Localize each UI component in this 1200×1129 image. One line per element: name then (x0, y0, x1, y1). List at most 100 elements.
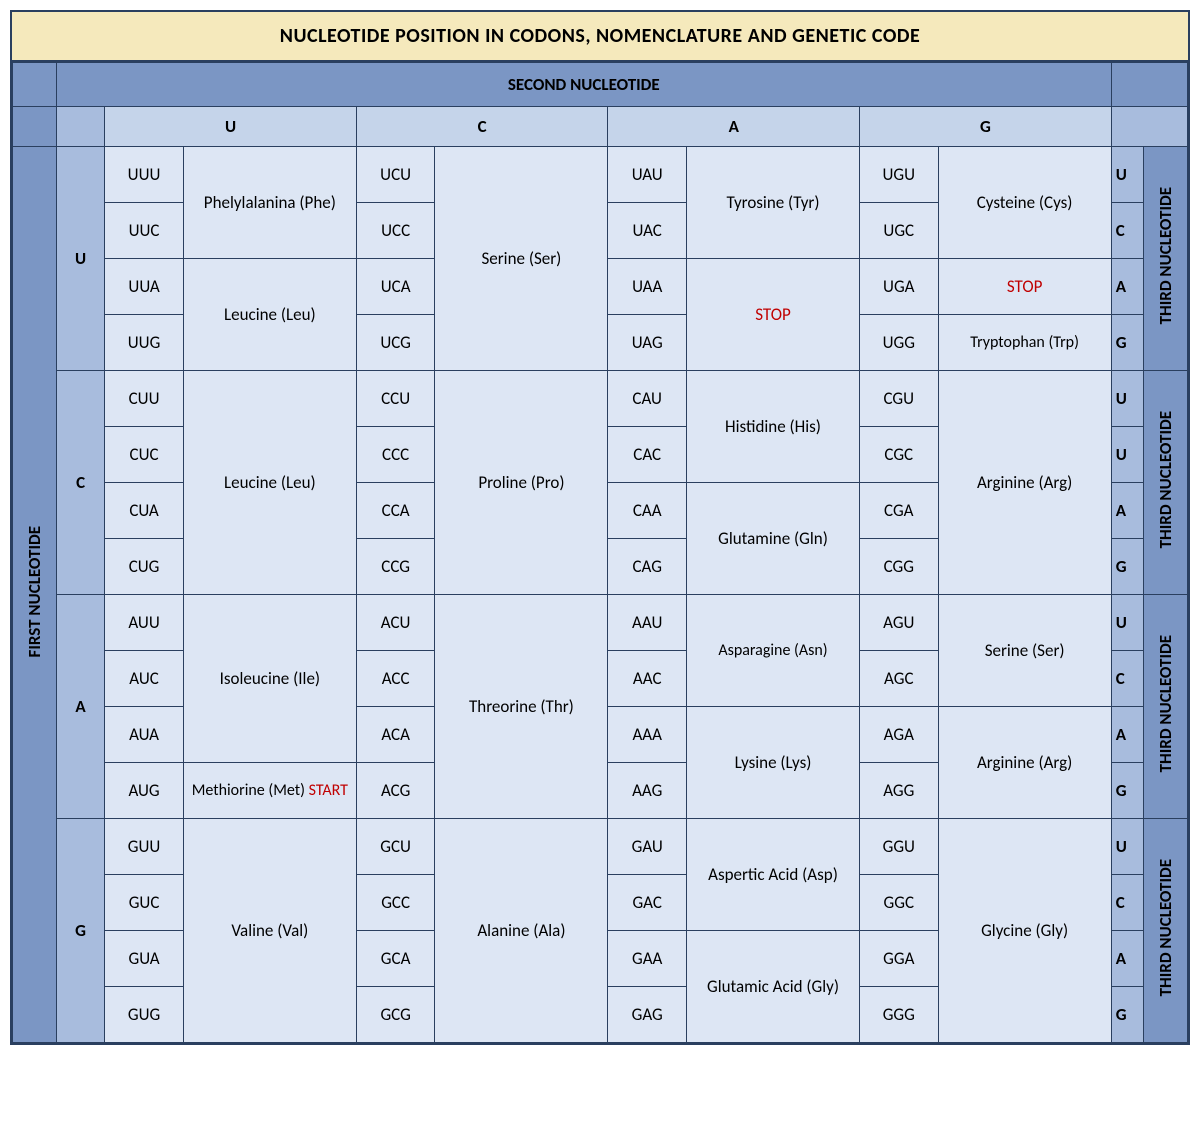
codon-GAU: GAU (608, 819, 686, 875)
codon-CCA: CCA (356, 483, 434, 539)
row-G-U: G GUU Valine (Val) GCU Alanine (Ala) GAU… (13, 819, 1188, 875)
codon-UGA: UGA (860, 259, 938, 315)
codon-GGU: GGU (860, 819, 938, 875)
codon-CUU: CUU (105, 371, 183, 427)
third-G-1: G (1111, 315, 1143, 371)
third-G-4: G (1111, 987, 1143, 1043)
third-U-1: U (1111, 147, 1143, 203)
codon-AUC: AUC (105, 651, 183, 707)
aa-Val: Valine (Val) (183, 819, 356, 1043)
aa-Lys: Lysine (Lys) (686, 707, 859, 819)
codon-AAA: AAA (608, 707, 686, 763)
third-A-4: A (1111, 931, 1143, 987)
third-nucleotide-1: THIRD NUCLEOTIDE (1144, 147, 1188, 371)
codon-GGG: GGG (860, 987, 938, 1043)
third-U-2: U (1111, 371, 1143, 427)
aa-Gln: Glutamine (Gln) (686, 483, 859, 595)
codon-UUA: UUA (105, 259, 183, 315)
aa-Tyr: Tyrosine (Tyr) (686, 147, 859, 259)
codon-CCG: CCG (356, 539, 434, 595)
codon-AGA: AGA (860, 707, 938, 763)
first-C: C (56, 371, 104, 595)
third-C-4: C (1111, 875, 1143, 931)
first-U: U (56, 147, 104, 371)
aa-Ala: Alanine (Ala) (435, 819, 608, 1043)
third-G-3: G (1111, 763, 1143, 819)
codon-CUA: CUA (105, 483, 183, 539)
aa-Ser-1: Serine (Ser) (435, 147, 608, 371)
codon-UCG: UCG (356, 315, 434, 371)
first-A: A (56, 595, 104, 819)
aa-Leu-1: Leucine (Leu) (183, 259, 356, 371)
codon-AAG: AAG (608, 763, 686, 819)
codon-GCU: GCU (356, 819, 434, 875)
codon-ACC: ACC (356, 651, 434, 707)
codon-CAG: CAG (608, 539, 686, 595)
aa-Glu: Glutamic Acid (Gly) (686, 931, 859, 1043)
codon-AAU: AAU (608, 595, 686, 651)
codon-CGA: CGA (860, 483, 938, 539)
third-U-2b: U (1111, 427, 1143, 483)
codon-GUG: GUG (105, 987, 183, 1043)
aa-Asn: Asparagine (Asn) (686, 595, 859, 707)
codon-CUG: CUG (105, 539, 183, 595)
third-U-3: U (1111, 595, 1143, 651)
codon-CCC: CCC (356, 427, 434, 483)
codon-GAG: GAG (608, 987, 686, 1043)
col-G: G (860, 107, 1112, 147)
aa-His: Histidine (His) (686, 371, 859, 483)
codon-GCG: GCG (356, 987, 434, 1043)
row-U-U: FIRST NUCLEOTIDE U UUU Phelylalanina (Ph… (13, 147, 1188, 203)
codon-UCU: UCU (356, 147, 434, 203)
codon-table: SECOND NUCLEOTIDE U C A G FIRST NUCLEOTI… (12, 62, 1188, 1043)
codon-UAC: UAC (608, 203, 686, 259)
second-nucleotide-header: SECOND NUCLEOTIDE (56, 63, 1111, 107)
col-A: A (608, 107, 860, 147)
third-A-2: A (1111, 483, 1143, 539)
codon-GAA: GAA (608, 931, 686, 987)
codon-AGU: AGU (860, 595, 938, 651)
third-A-3: A (1111, 707, 1143, 763)
codon-UAG: UAG (608, 315, 686, 371)
third-A-1: A (1111, 259, 1143, 315)
codon-CGC: CGC (860, 427, 938, 483)
aa-Phe: Phelylalanina (Phe) (183, 147, 356, 259)
aa-Trp: Tryptophan (Trp) (938, 315, 1111, 371)
codon-UAA: UAA (608, 259, 686, 315)
codon-CAA: CAA (608, 483, 686, 539)
col-U: U (105, 107, 357, 147)
third-G-2: G (1111, 539, 1143, 595)
codon-CGG: CGG (860, 539, 938, 595)
first-nucleotide-header: FIRST NUCLEOTIDE (13, 147, 57, 1043)
codon-UUG: UUG (105, 315, 183, 371)
aa-STOP-2: STOP (938, 259, 1111, 315)
codon-AGC: AGC (860, 651, 938, 707)
codon-GGC: GGC (860, 875, 938, 931)
third-C-3: C (1111, 651, 1143, 707)
codon-UGG: UGG (860, 315, 938, 371)
first-G: G (56, 819, 104, 1043)
codon-AUA: AUA (105, 707, 183, 763)
third-nucleotide-2: THIRD NUCLEOTIDE (1144, 371, 1188, 595)
header-row-second: SECOND NUCLEOTIDE (13, 63, 1188, 107)
codon-UGU: UGU (860, 147, 938, 203)
codon-GCC: GCC (356, 875, 434, 931)
aa-Ser-2: Serine (Ser) (938, 595, 1111, 707)
codon-CAU: CAU (608, 371, 686, 427)
aa-Leu-2: Leucine (Leu) (183, 371, 356, 595)
codon-ACA: ACA (356, 707, 434, 763)
third-nucleotide-3: THIRD NUCLEOTIDE (1144, 595, 1188, 819)
codon-CCU: CCU (356, 371, 434, 427)
aa-STOP-1: STOP (686, 259, 859, 371)
codon-GUU: GUU (105, 819, 183, 875)
codon-UUU: UUU (105, 147, 183, 203)
codon-AUG: AUG (105, 763, 183, 819)
third-C-1: C (1111, 203, 1143, 259)
codon-CGU: CGU (860, 371, 938, 427)
codon-AGG: AGG (860, 763, 938, 819)
codon-UUC: UUC (105, 203, 183, 259)
aa-Gly: Glycine (Gly) (938, 819, 1111, 1043)
codon-UAU: UAU (608, 147, 686, 203)
codon-GGA: GGA (860, 931, 938, 987)
row-A-U: A AUU Isoleucine (Ile) ACU Threorine (Th… (13, 595, 1188, 651)
